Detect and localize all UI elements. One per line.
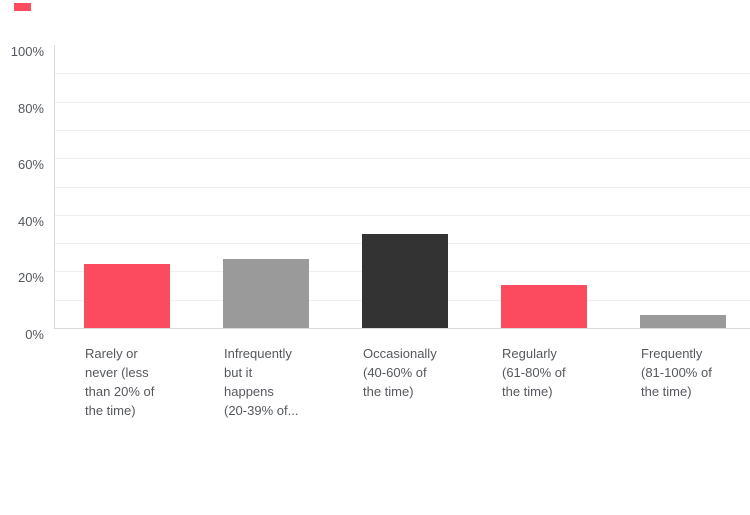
category-axis-label: Infrequently but it happens (20-39% of..… bbox=[224, 346, 299, 418]
category-axis-label: Frequently (81-100% of the time) bbox=[641, 346, 712, 399]
gridline bbox=[54, 73, 750, 74]
x-axis-line bbox=[54, 328, 750, 329]
bar[interactable] bbox=[640, 315, 726, 328]
category-axis-label: Regularly (61-80% of the time) bbox=[502, 346, 566, 399]
category-axis-label: Occasionally (40-60% of the time) bbox=[363, 346, 437, 399]
gridline bbox=[54, 215, 750, 216]
y-axis-line bbox=[54, 45, 55, 329]
bar[interactable] bbox=[501, 285, 587, 328]
bar[interactable] bbox=[223, 259, 309, 328]
gridline bbox=[54, 187, 750, 188]
y-axis-tick-label: 40% bbox=[17, 214, 44, 229]
y-axis-tick-label: 0% bbox=[25, 327, 44, 342]
y-axis-tick-label: 100% bbox=[10, 44, 44, 59]
gridline bbox=[54, 158, 750, 159]
gridline bbox=[54, 130, 750, 131]
bar[interactable] bbox=[84, 264, 170, 328]
bar[interactable] bbox=[362, 234, 448, 328]
gridline bbox=[54, 102, 750, 103]
corner-accent-mark bbox=[14, 3, 31, 11]
category-axis-label: Rarely or never (less than 20% of the ti… bbox=[85, 346, 155, 418]
y-axis-tick-label: 60% bbox=[17, 157, 44, 172]
y-axis-tick-label: 80% bbox=[17, 101, 44, 116]
y-axis-tick-label: 20% bbox=[17, 270, 44, 285]
